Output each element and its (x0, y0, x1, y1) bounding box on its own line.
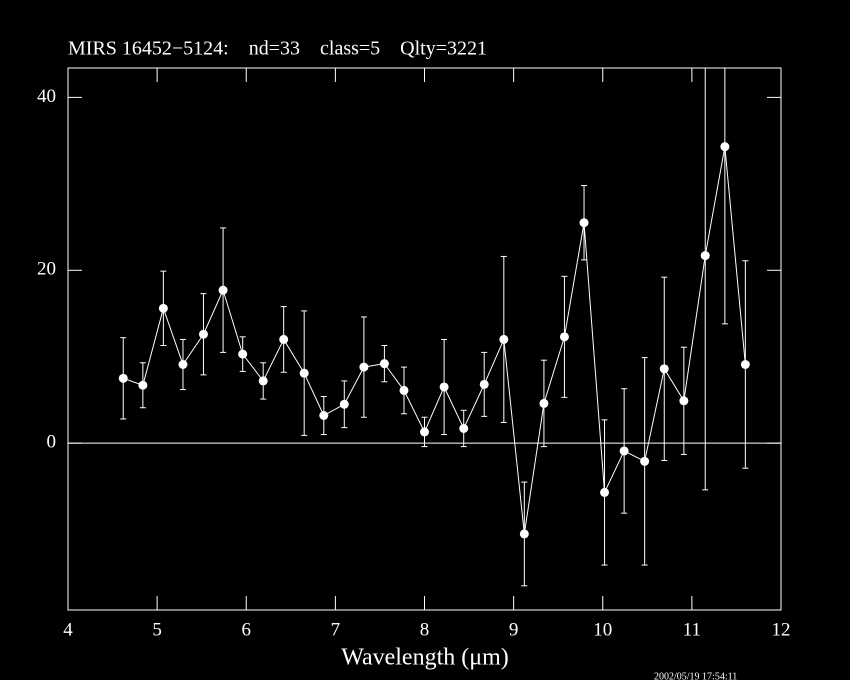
x-axis-label: Wavelength (μm) (341, 645, 509, 671)
data-point (258, 376, 268, 386)
data-point (339, 399, 349, 409)
data-point (600, 487, 610, 497)
data-point (519, 529, 529, 539)
x-tick-label: 10 (593, 619, 612, 640)
data-point (299, 368, 309, 378)
data-point (158, 303, 168, 313)
data-point (218, 285, 228, 295)
data-point (539, 398, 549, 408)
plot-area (118, 68, 750, 587)
data-point (479, 379, 489, 389)
timestamp: 2002/05/19 17:54:11 (654, 671, 737, 680)
data-point (138, 380, 148, 390)
x-tick-label: 7 (331, 619, 341, 640)
data-point (420, 427, 429, 437)
data-point (439, 382, 449, 392)
data-point (579, 218, 589, 228)
data-point (238, 349, 248, 359)
data-point (659, 364, 669, 374)
x-tick-label: 12 (772, 619, 791, 640)
data-point (198, 329, 208, 339)
data-point (679, 396, 689, 406)
x-tick-label: 11 (683, 619, 701, 640)
x-tick-label: 6 (242, 619, 252, 640)
data-point (359, 362, 369, 372)
data-point (178, 360, 188, 370)
data-point (399, 385, 409, 395)
data-point (459, 423, 469, 433)
data-point (319, 411, 329, 421)
data-point (279, 334, 289, 344)
x-tick-label: 4 (63, 619, 73, 640)
data-point (379, 359, 389, 369)
chart-title: MIRS 16452−5124: nd=33 class=5 Qlty=3221 (68, 38, 487, 60)
data-point (118, 373, 128, 383)
y-tick-label: 20 (37, 259, 56, 280)
x-tick-label: 8 (420, 619, 430, 640)
data-point (559, 332, 569, 342)
y-tick-label: 40 (37, 86, 56, 107)
data-point (740, 360, 750, 370)
data-point (499, 334, 509, 344)
data-point (720, 142, 730, 152)
y-tick-label: 0 (47, 432, 57, 453)
data-point (700, 251, 710, 261)
data-point (619, 446, 629, 456)
x-tick-label: 9 (509, 619, 519, 640)
x-tick-label: 5 (152, 619, 162, 640)
data-point (640, 456, 650, 466)
